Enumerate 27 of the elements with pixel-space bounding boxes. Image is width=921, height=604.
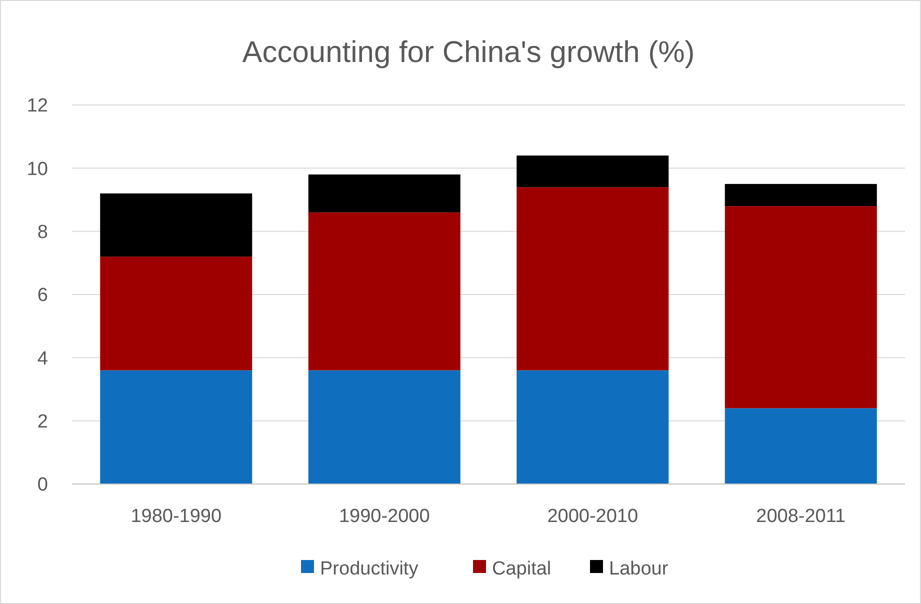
bar [100, 370, 252, 484]
bar [724, 408, 877, 484]
chart-title: Accounting for China's growth (%) [242, 36, 695, 69]
y-tick-label: 12 [26, 96, 48, 117]
y-tick-label: 2 [37, 411, 48, 432]
x-tick-label: 2008-2011 [756, 506, 846, 527]
y-tick-label: 8 [37, 222, 48, 243]
bar [724, 184, 877, 206]
y-tick-label: 6 [37, 285, 48, 306]
y-tick-label: 10 [26, 158, 48, 180]
bar [516, 156, 669, 188]
y-tick-label: 0 [37, 474, 48, 496]
x-tick-label: 2000-2010 [547, 506, 638, 527]
bar [308, 212, 460, 370]
x-tick-label: 1980-1990 [130, 506, 222, 527]
bar [100, 256, 252, 370]
bar [308, 370, 460, 484]
bar [308, 174, 460, 212]
bar [516, 187, 669, 370]
legend-label: Labour [609, 558, 669, 580]
bar [100, 193, 252, 257]
legend-label: Capital [492, 558, 552, 580]
legend-label: Productivity [320, 558, 419, 580]
x-tick-label: 1990-2000 [338, 506, 430, 527]
bar [724, 206, 877, 408]
bar [516, 370, 669, 484]
y-tick-label: 4 [37, 348, 48, 370]
